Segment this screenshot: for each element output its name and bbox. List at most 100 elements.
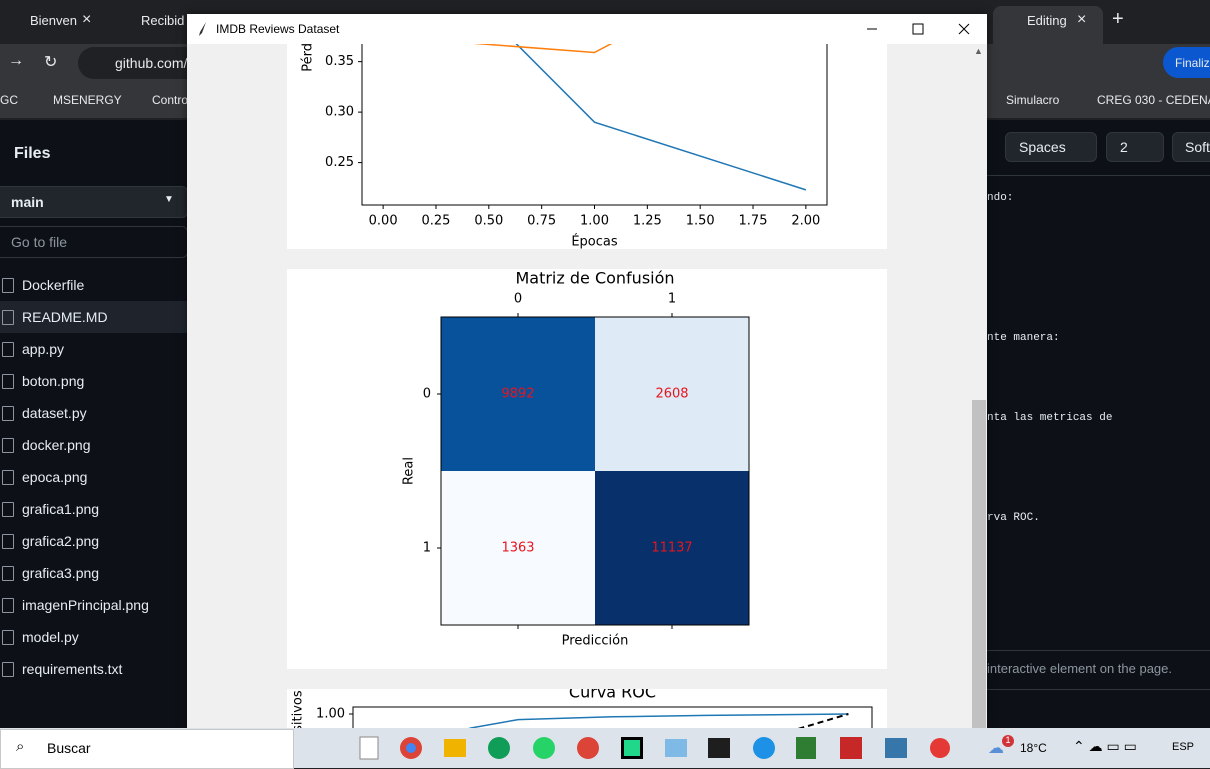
indent-mode-select[interactable]	[1005, 132, 1097, 162]
file-name[interactable]: dataset.py	[22, 405, 87, 421]
file-icon	[2, 374, 14, 389]
search-box[interactable]	[0, 729, 294, 769]
bookmark[interactable]: Simulacro	[1006, 93, 1060, 107]
series-line	[515, 44, 807, 191]
tab-close[interactable]: ×	[1077, 11, 1087, 28]
wrap-mode[interactable]: Soft	[1185, 139, 1210, 155]
chart-panel: 0.00 0.25 0.50 0.75 1.00 1.25 1.50 1.75 2.00 0.25…	[287, 44, 887, 249]
y-tick-label: 1.00	[316, 707, 345, 722]
chart-panel: 1.00 Tasa de Verdaderos Positivos Curva RO…	[287, 689, 887, 728]
file-name[interactable]: README.MD	[22, 309, 108, 325]
tab-title[interactable]: Recibid	[141, 13, 185, 28]
wrap-select[interactable]	[1172, 132, 1210, 162]
selected-row	[0, 301, 187, 333]
indent-size-select[interactable]	[1106, 132, 1164, 162]
profile-button-label[interactable]: Finaliz	[1175, 56, 1210, 70]
file-name[interactable]: boton.png	[22, 373, 85, 389]
code-line: ndo:	[987, 192, 1014, 204]
file-icon	[2, 662, 14, 677]
address-text[interactable]: github.com/	[115, 55, 188, 71]
file-name[interactable]: grafica3.png	[22, 565, 100, 581]
bookmark[interactable]: Contro	[152, 93, 189, 107]
window-controls[interactable]	[827, 14, 987, 44]
tab-title[interactable]: Editing	[1027, 13, 1067, 28]
file-name[interactable]: model.py	[22, 629, 79, 645]
file-icon	[2, 470, 14, 485]
file-name[interactable]: Dockerfile	[22, 277, 85, 293]
series-line	[468, 713, 849, 728]
series-line	[472, 44, 613, 54]
tab-close[interactable]: ×	[82, 11, 92, 28]
plot-frame	[352, 706, 873, 728]
indent-size[interactable]: 2	[1120, 139, 1128, 155]
x-tick-label: 0	[514, 292, 522, 307]
file-name[interactable]: epoca.png	[22, 469, 88, 485]
file-icon	[2, 438, 14, 453]
search-text[interactable]: Buscar	[47, 740, 91, 756]
loss-chart: 0.00 0.25 0.50 0.75 1.00 1.25 1.50 1.75 2.00 0.25…	[301, 44, 828, 250]
taskbar-apps[interactable]	[340, 733, 960, 765]
chart-title: Curva ROC	[569, 689, 656, 702]
file-icon	[2, 566, 14, 581]
x-axis-label: Épocas	[571, 234, 618, 250]
heatmap-cell	[441, 317, 595, 471]
tray-icons[interactable]: ⌃ ☁ ▭ ▭	[1073, 738, 1137, 754]
new-tab[interactable]: +	[1112, 8, 1124, 30]
y-tick-label: 0.35	[325, 54, 354, 69]
y-tick-label: 0.30	[325, 105, 354, 120]
indent-mode[interactable]: Spaces	[1019, 139, 1066, 155]
file-name[interactable]: grafica1.png	[22, 501, 100, 517]
back-button[interactable]: →	[8, 52, 24, 69]
branch-select[interactable]	[0, 186, 188, 218]
tab-title[interactable]: Bienven	[30, 13, 77, 28]
cell-label: 1363	[501, 541, 534, 556]
bookmark[interactable]: CREG 030 - CEDENAR	[1097, 93, 1210, 107]
x-tick-label: 0.00	[369, 214, 398, 229]
maximize[interactable]	[912, 23, 924, 35]
file-icon	[2, 342, 14, 357]
file-icon	[2, 278, 14, 293]
app-icon	[199, 22, 206, 36]
y-tick-label: 0.25	[325, 155, 354, 170]
bookmark[interactable]: GC	[0, 93, 18, 107]
weather-icon: ☁	[988, 740, 1004, 757]
language[interactable]: ESP	[1172, 741, 1195, 753]
file-search-placeholder[interactable]: Go to file	[11, 234, 68, 250]
plot-frame	[361, 44, 828, 206]
file-name[interactable]: docker.png	[22, 437, 91, 453]
file-name[interactable]: grafica2.png	[22, 533, 100, 549]
branch-caret: ▼	[164, 194, 174, 205]
scroll-up[interactable]: ▲	[974, 46, 983, 56]
y-axis-label: Real	[402, 457, 417, 485]
active-tab	[993, 6, 1103, 44]
status-text: interactive element on the page.	[987, 661, 1173, 676]
plot-frame	[440, 316, 750, 626]
confusion-matrix: 9892 2608 1363 11137 0 1 0 1 Matriz de Confusión…	[402, 269, 750, 649]
roc-chart: 1.00 Tasa de Verdaderos Positivos Curva RO…	[291, 689, 873, 728]
branch-label[interactable]: main	[11, 194, 44, 210]
scroll-thumb[interactable]	[972, 400, 986, 728]
x-tick-label: 0.75	[527, 214, 556, 229]
status-bar	[987, 650, 1210, 690]
file-icon	[2, 598, 14, 613]
files-title: Files	[14, 145, 51, 162]
file-name[interactable]: imagenPrincipal.png	[22, 597, 149, 613]
editor-toolbar	[987, 120, 1210, 176]
temperature: 18°C	[1020, 741, 1047, 755]
x-tick-label: 0.50	[474, 214, 503, 229]
title-bar	[187, 14, 987, 44]
profile-button[interactable]	[1163, 47, 1210, 78]
file-icon	[2, 534, 14, 549]
reload-button[interactable]: ↻	[44, 54, 58, 71]
close[interactable]	[958, 23, 970, 35]
code-line: rva ROC.	[987, 512, 1040, 524]
bookmark[interactable]: MSENERGY	[53, 93, 122, 107]
x-tick-label: 1.00	[580, 214, 609, 229]
cell-label: 9892	[501, 387, 534, 402]
notification-badge: 1	[1002, 735, 1014, 747]
chart-title: Matriz de Confusión	[515, 269, 674, 288]
file-name[interactable]: requirements.txt	[22, 661, 123, 677]
file-icon	[2, 502, 14, 517]
file-name[interactable]: app.py	[22, 341, 65, 357]
x-tick-label: 1.75	[739, 214, 768, 229]
